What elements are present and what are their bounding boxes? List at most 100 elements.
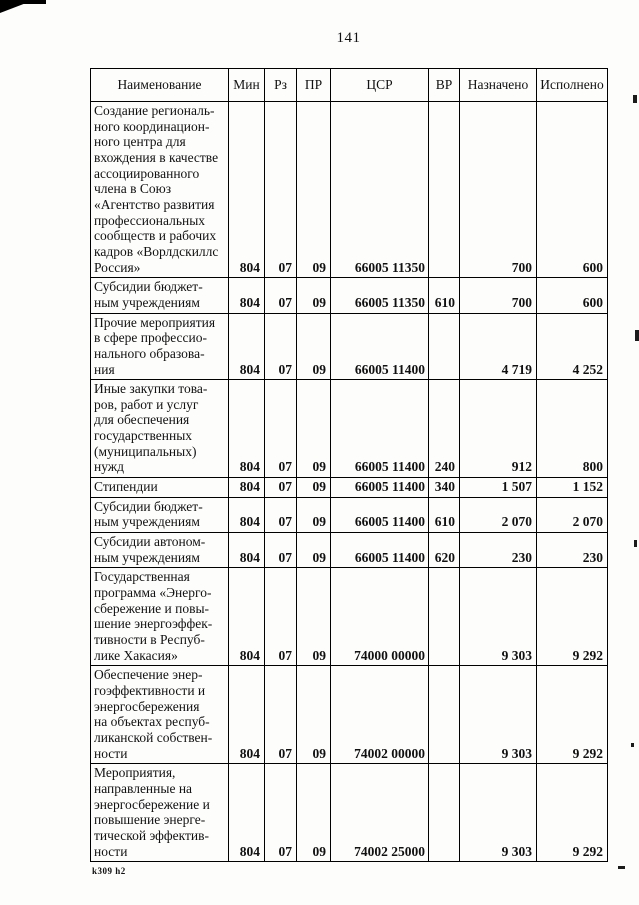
table-row: Создание региональ- ного координацион- н… (90, 100, 608, 279)
table-row: Государственная программа «Энерго- сбере… (90, 567, 608, 667)
col-header-executed: Исполнено (536, 68, 608, 102)
cell-executed: 800 (536, 379, 608, 479)
cell-vr (428, 312, 460, 381)
cell-csr: 74000 00000 (330, 567, 429, 667)
cell-executed: 9 292 (536, 567, 608, 667)
scan-artifact (634, 540, 637, 547)
cell-executed: 9 292 (536, 763, 608, 863)
col-header-rz: Рз (264, 68, 297, 102)
cell-executed: 600 (536, 277, 608, 314)
cell-csr: 66005 11400 (330, 532, 429, 569)
col-header-assigned: Назначено (459, 68, 537, 102)
footer-code: k309 h2 (92, 866, 126, 876)
table-header-row: Наименование Мин Рз ПР ЦСР ВР Назначено … (90, 68, 608, 102)
cell-vr (428, 100, 460, 279)
cell-csr: 66005 11400 (330, 379, 429, 479)
table-row: Иные закупки това- ров, работ и услуг дл… (90, 379, 608, 479)
cell-assigned: 1 507 (459, 477, 537, 498)
cell-vr: 340 (428, 477, 460, 498)
budget-table: Наименование Мин Рз ПР ЦСР ВР Назначено … (90, 68, 608, 863)
cell-rz: 07 (264, 496, 297, 534)
cell-csr: 66005 11400 (330, 477, 429, 498)
cell-executed: 230 (536, 532, 608, 569)
cell-pr: 09 (296, 379, 331, 479)
col-header-pr: ПР (296, 68, 331, 102)
cell-pr: 09 (296, 532, 331, 569)
cell-assigned: 700 (459, 100, 537, 279)
cell-csr: 74002 00000 (330, 665, 429, 765)
scan-artifact (633, 95, 637, 103)
cell-rz: 07 (264, 665, 297, 765)
cell-vr: 610 (428, 277, 460, 314)
cell-pr: 09 (296, 496, 331, 534)
scan-artifact (618, 866, 625, 869)
cell-vr: 610 (428, 496, 460, 534)
table-row: Субсидии бюджет- ным учреждениям 804 07 … (90, 496, 608, 534)
cell-vr: 240 (428, 379, 460, 479)
cell-csr: 66005 11350 (330, 277, 429, 314)
cell-name: Обеспечение энер- гоэффективности и энер… (90, 665, 229, 765)
cell-rz: 07 (264, 477, 297, 498)
cell-name: Создание региональ- ного координацион- н… (90, 100, 229, 279)
table-row: Субсидии бюджет- ным учреждениям 804 07 … (90, 277, 608, 314)
cell-pr: 09 (296, 277, 331, 314)
cell-pr: 09 (296, 567, 331, 667)
cell-assigned: 9 303 (459, 665, 537, 765)
table-row: Субсидии автоном- ным учреждениям 804 07… (90, 532, 608, 569)
cell-rz: 07 (264, 379, 297, 479)
cell-min: 804 (228, 532, 265, 569)
cell-name: Государственная программа «Энерго- сбере… (90, 567, 229, 667)
cell-pr: 09 (296, 763, 331, 863)
cell-name: Субсидии бюджет- ным учреждениям (90, 496, 229, 534)
scan-artifact (0, 0, 34, 13)
cell-executed: 9 292 (536, 665, 608, 765)
cell-min: 804 (228, 763, 265, 863)
cell-name: Стипендии (90, 477, 229, 498)
cell-rz: 07 (264, 567, 297, 667)
cell-assigned: 9 303 (459, 763, 537, 863)
cell-name: Иные закупки това- ров, работ и услуг дл… (90, 379, 229, 479)
cell-assigned: 9 303 (459, 567, 537, 667)
cell-executed: 1 152 (536, 477, 608, 498)
cell-rz: 07 (264, 100, 297, 279)
cell-min: 804 (228, 277, 265, 314)
page-number: 141 (336, 30, 361, 46)
cell-vr: 620 (428, 532, 460, 569)
cell-name: Мероприятия, направленные на энергосбере… (90, 763, 229, 863)
cell-min: 804 (228, 312, 265, 381)
cell-csr: 74002 25000 (330, 763, 429, 863)
cell-csr: 66005 11400 (330, 312, 429, 381)
cell-pr: 09 (296, 312, 331, 381)
cell-assigned: 4 719 (459, 312, 537, 381)
cell-pr: 09 (296, 100, 331, 279)
cell-name: Прочие мероприятия в сфере профессио- на… (90, 312, 229, 381)
cell-csr: 66005 11350 (330, 100, 429, 279)
cell-assigned: 230 (459, 532, 537, 569)
cell-min: 804 (228, 379, 265, 479)
table-row: Мероприятия, направленные на энергосбере… (90, 763, 608, 863)
scan-artifact (631, 743, 634, 747)
table-row: Прочие мероприятия в сфере профессио- на… (90, 312, 608, 381)
col-header-vr: ВР (428, 68, 460, 102)
table-row: Стипендии 804 07 09 66005 11400 340 1 50… (90, 477, 608, 498)
cell-assigned: 912 (459, 379, 537, 479)
cell-min: 804 (228, 477, 265, 498)
cell-min: 804 (228, 567, 265, 667)
cell-vr (428, 567, 460, 667)
cell-rz: 07 (264, 312, 297, 381)
cell-vr (428, 665, 460, 765)
cell-executed: 4 252 (536, 312, 608, 381)
cell-assigned: 2 070 (459, 496, 537, 534)
col-header-min: Мин (228, 68, 265, 102)
col-header-name: Наименование (90, 68, 229, 102)
cell-rz: 07 (264, 763, 297, 863)
table-row: Обеспечение энер- гоэффективности и энер… (90, 665, 608, 765)
cell-min: 804 (228, 665, 265, 765)
cell-rz: 07 (264, 532, 297, 569)
scan-artifact (635, 330, 639, 341)
cell-rz: 07 (264, 277, 297, 314)
cell-assigned: 700 (459, 277, 537, 314)
cell-name: Субсидии бюджет- ным учреждениям (90, 277, 229, 314)
cell-executed: 600 (536, 100, 608, 279)
